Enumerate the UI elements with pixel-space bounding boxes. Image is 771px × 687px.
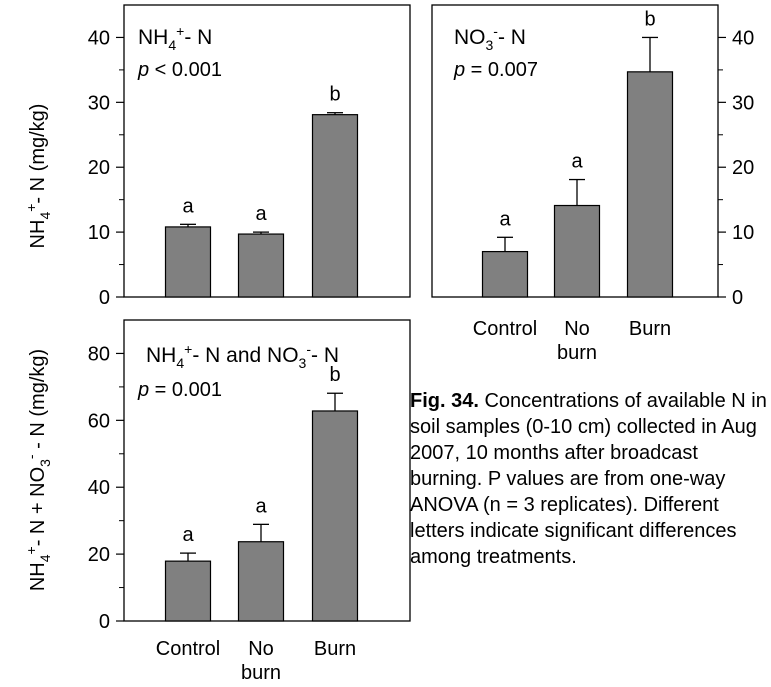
panel-nh4-marks: a a b bbox=[164, 84, 359, 298]
x-tick-label: No burn bbox=[557, 318, 597, 364]
bar bbox=[553, 204, 601, 298]
x-tick-label: Burn bbox=[629, 318, 671, 340]
x-tick-label: No burn bbox=[241, 638, 281, 684]
y-tick-label: 30 bbox=[88, 92, 110, 114]
y-tick-label: 10 bbox=[732, 222, 754, 244]
panel-no3-title: NO3-- N bbox=[454, 23, 526, 53]
bar bbox=[237, 233, 285, 298]
bar bbox=[311, 410, 359, 622]
panel-no3-pvalue: p = 0.007 bbox=[453, 59, 538, 81]
bar bbox=[481, 250, 529, 298]
figure-caption: Fig. 34. Concentrations of available N i… bbox=[410, 388, 768, 570]
x-tick-label: Control bbox=[473, 318, 537, 340]
significance-letter: b bbox=[329, 364, 340, 386]
panel-total-pvalue: p = 0.001 bbox=[137, 379, 222, 401]
y-tick-label: 0 bbox=[732, 287, 743, 309]
x-tick-label: Burn bbox=[314, 638, 356, 660]
x-tick-label: Control bbox=[156, 638, 220, 660]
significance-letter: a bbox=[255, 203, 267, 225]
y-tick-label: 80 bbox=[88, 343, 110, 365]
y-tick-label: 20 bbox=[88, 544, 110, 566]
panel-nh4-ylabel: NH4+- N (mg/kg) bbox=[23, 104, 53, 249]
panel-nh4-pvalue: p < 0.001 bbox=[137, 59, 222, 81]
y-tick-label: 30 bbox=[732, 92, 754, 114]
y-tick-label: 40 bbox=[88, 27, 110, 49]
panel-no3-xticks: Control No burn Burn bbox=[473, 318, 671, 364]
significance-letter: a bbox=[182, 524, 194, 546]
y-tick-label: 40 bbox=[732, 27, 754, 49]
panel-total: NH4+- N and NO3-- N p = 0.001 NH4+- N + … bbox=[23, 319, 411, 684]
significance-letter: a bbox=[182, 195, 194, 217]
significance-letter: b bbox=[644, 8, 655, 30]
y-tick-label: 40 bbox=[88, 477, 110, 499]
y-tick-label: 60 bbox=[88, 410, 110, 432]
panel-total-xticks: Control No burn Burn bbox=[156, 638, 356, 684]
panel-total-ylabel: NH4+- N + NO3- - N (mg/kg) bbox=[23, 349, 53, 591]
panel-total-yticks: 0 20 40 60 80 bbox=[88, 343, 124, 633]
panel-no3: NO3-- N p = 0.007 0 10 20 30 40 a a b Control N… bbox=[431, 4, 754, 364]
significance-letter: a bbox=[571, 151, 583, 173]
y-tick-label: 20 bbox=[88, 157, 110, 179]
panel-total-title: NH4+- N and NO3-- N bbox=[146, 341, 339, 371]
caption-label: Fig. 34. bbox=[410, 390, 479, 412]
y-tick-label: 0 bbox=[99, 287, 110, 309]
panel-nh4: NH4+- N p < 0.001 NH4+- N (mg/kg) 0 10 20 3… bbox=[23, 4, 411, 309]
bar bbox=[311, 114, 359, 298]
significance-letter: a bbox=[255, 495, 267, 517]
panel-nh4-title: NH4+- N bbox=[138, 23, 212, 53]
y-tick-label: 0 bbox=[99, 611, 110, 633]
panel-nh4-yticks: 0 10 20 30 40 bbox=[88, 27, 124, 309]
significance-letter: a bbox=[499, 208, 511, 230]
bar bbox=[237, 541, 285, 622]
bar bbox=[164, 560, 212, 622]
panel-no3-yticks: 0 10 20 30 40 bbox=[718, 27, 754, 309]
bar bbox=[626, 71, 674, 298]
y-tick-label: 10 bbox=[88, 222, 110, 244]
panel-no3-marks: a a b bbox=[481, 8, 674, 298]
caption-text: Concentrations of available N in soil sa… bbox=[410, 390, 767, 568]
y-tick-label: 20 bbox=[732, 157, 754, 179]
significance-letter: b bbox=[329, 84, 340, 106]
panel-total-marks: a a b bbox=[164, 364, 359, 622]
bar bbox=[164, 226, 212, 298]
